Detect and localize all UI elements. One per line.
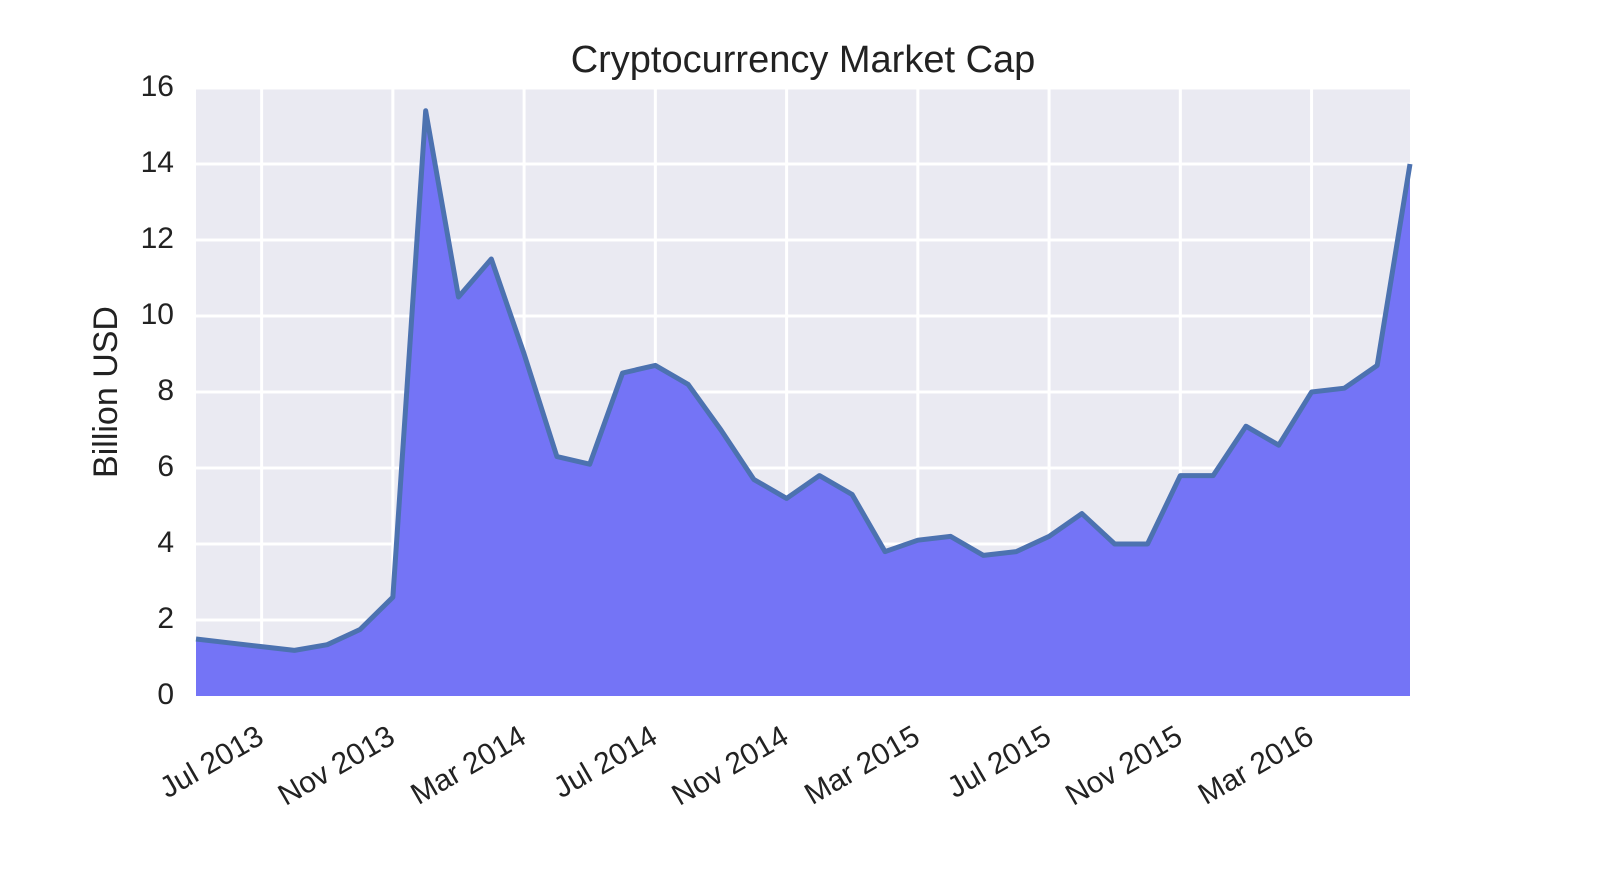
x-tick-label: Nov 2013 [273, 719, 401, 812]
y-tick-label: 2 [157, 602, 174, 635]
y-tick-label: 0 [157, 678, 174, 711]
x-tick-label: Mar 2015 [799, 719, 925, 811]
x-tick-label: Nov 2014 [666, 719, 794, 812]
x-tick-label: Mar 2016 [1193, 719, 1319, 811]
y-tick-label: 14 [141, 146, 174, 179]
x-tick-label: Jul 2015 [942, 719, 1057, 804]
x-tick-label: Jul 2014 [548, 719, 663, 804]
x-tick-label: Jul 2013 [154, 719, 269, 804]
y-tick-label: 8 [157, 374, 174, 407]
line [195, 108, 1413, 653]
y-tick-label: 16 [141, 70, 174, 103]
y-axis-label: Billion USD [87, 306, 125, 478]
y-tick-label: 4 [157, 526, 174, 559]
x-tick-label: Nov 2015 [1060, 719, 1188, 812]
y-tick-label: 12 [141, 222, 174, 255]
y-tick-label: 10 [141, 298, 174, 331]
chart-title: Cryptocurrency Market Cap [571, 39, 1036, 81]
x-tick-label: Mar 2014 [405, 719, 531, 811]
area [196, 110, 1410, 697]
y-tick-label: 6 [157, 450, 174, 483]
